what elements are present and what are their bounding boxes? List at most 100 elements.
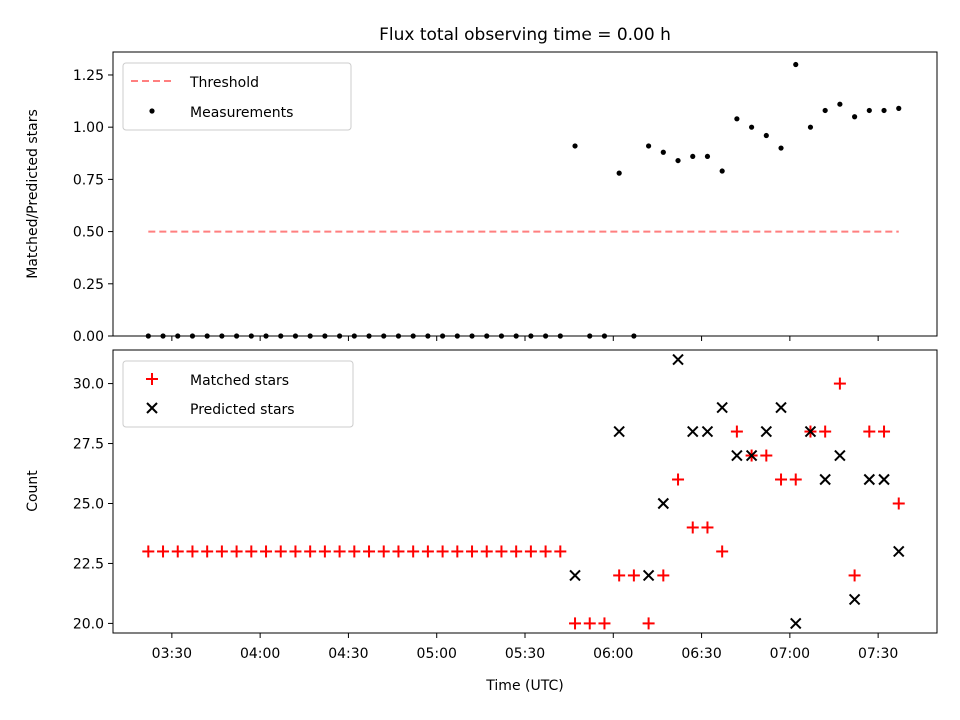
predicted-star-point (760, 425, 773, 438)
count-x-tick-label: 06:30 (681, 646, 721, 662)
matched-star-point (260, 545, 273, 558)
count-legend-box (122, 360, 354, 428)
matched-star-point (201, 545, 214, 558)
predicted-star-point-b (760, 425, 773, 438)
predicted-star-point (893, 545, 905, 558)
predicted-legend-label: Predicted stars (190, 402, 295, 418)
predicted-star-point-b (775, 401, 787, 414)
matched-star-point (539, 545, 552, 558)
predicted-star-point-b (790, 617, 802, 630)
matched-star-point (215, 545, 228, 558)
predicted-star-point (834, 449, 846, 462)
count-x-tick-label: 07:00 (770, 646, 810, 662)
predicted-star-point (819, 473, 831, 486)
predicted-star-point (716, 401, 728, 414)
matched-star-point (863, 425, 876, 438)
predicted-star-point-b (804, 425, 817, 438)
threshold-legend-label: Threshold (189, 75, 259, 91)
matched-star-point (524, 545, 537, 558)
matched-star-point (789, 473, 802, 486)
ratio-y-tick-label: 0.25 (73, 277, 104, 293)
count-legend: Matched stars Predicted stars (122, 360, 354, 428)
measurement-point (822, 107, 828, 114)
matched-star-point (716, 545, 729, 558)
measurements-legend-label: Measurements (190, 105, 293, 121)
count-y-tick-label: 30.0 (73, 377, 104, 393)
predicted-star-point (775, 401, 787, 414)
measurement-point (793, 61, 799, 68)
predicted-star-point (804, 425, 817, 438)
matched-star-point (348, 545, 361, 558)
count-y-tick-label: 20.0 (73, 616, 104, 632)
predicted-star-point (863, 473, 876, 486)
ratio-y-ticks: 0.00 0.25 0.50 0.75 1.00 1.25 (73, 68, 113, 345)
matched-star-point (451, 545, 464, 558)
matched-star-point (377, 545, 390, 558)
ratio-panel: Matched/Predicted stars 0.00 0.25 0.50 0.75… (25, 51, 938, 345)
predicted-star-point (657, 497, 670, 510)
predicted-star-point-b (657, 497, 670, 510)
ratio-y-tick-label: 0.50 (73, 225, 104, 241)
predicted-star-point (790, 617, 802, 630)
matched-star-point (142, 545, 155, 558)
matched-star-point (554, 545, 567, 558)
count-y-ticks: 20.0 22.5 25.0 27.5 30.0 (73, 377, 113, 632)
measurement-point (852, 114, 858, 120)
matched-star-point (436, 545, 449, 558)
predicted-star-point (672, 353, 684, 366)
ratio-marks (145, 61, 902, 339)
predicted-star-point (613, 425, 625, 438)
matched-star-point (421, 545, 434, 558)
predicted-star-point-b (878, 473, 890, 486)
measurement-point (896, 105, 902, 111)
matched-star-point (289, 545, 302, 558)
predicted-star-point-b (687, 425, 699, 438)
measurement-point (690, 153, 696, 160)
predicted-star-point-b (569, 569, 581, 582)
matched-star-point (407, 545, 420, 558)
predicted-star-point-b (731, 449, 743, 462)
ratio-plot-frame (112, 51, 938, 337)
count-x-tick-label: 03:30 (152, 646, 192, 662)
matched-star-point (598, 617, 611, 630)
count-marks (142, 353, 905, 630)
matched-star-point (760, 449, 773, 462)
measurement-point (749, 124, 755, 130)
matched-star-point (569, 617, 582, 630)
matched-star-point (186, 545, 199, 558)
measurement-point (807, 124, 814, 130)
measurement-point (881, 107, 887, 114)
predicted-star-point-b (863, 473, 876, 486)
measurement-point (719, 168, 725, 174)
predicted-star-point-b (834, 449, 846, 462)
predicted-star-point (687, 425, 699, 438)
measurement-point (660, 149, 666, 155)
measurement-point (866, 107, 872, 114)
predicted-star-point (642, 569, 655, 582)
matched-star-point (171, 545, 184, 558)
matched-star-point (495, 545, 508, 558)
measurement-point (616, 170, 622, 176)
predicted-star-point-b (745, 449, 758, 462)
matched-star-point (730, 425, 743, 438)
matched-star-point (833, 377, 846, 390)
count-x-tick-label: 07:30 (858, 646, 898, 662)
matched-star-point (480, 545, 493, 558)
measurement-point (734, 116, 740, 122)
count-y-tick-label: 25.0 (73, 496, 104, 512)
matched-star-point (363, 545, 376, 558)
measurements-legend-swatch (149, 108, 155, 114)
count-x-tick-label: 06:00 (593, 646, 633, 662)
measurement-point (675, 157, 681, 164)
ratio-legend: Threshold Measurements (122, 62, 352, 131)
ratio-y-tick-label: 0.00 (73, 329, 104, 345)
matched-star-point (701, 521, 714, 534)
measurement-point (763, 132, 769, 139)
matched-star-point (672, 473, 685, 486)
predicted-star-point-b (716, 401, 728, 414)
ratio-y-tick-label: 1.25 (73, 68, 104, 84)
matched-star-point (392, 545, 405, 558)
ratio-y-tick-label: 0.75 (73, 172, 104, 188)
matched-star-point (274, 545, 287, 558)
